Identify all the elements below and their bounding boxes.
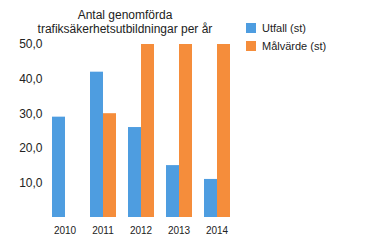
- svg-text:10,0: 10,0: [19, 176, 43, 190]
- svg-text:2012: 2012: [130, 225, 153, 236]
- svg-text:2013: 2013: [168, 225, 191, 236]
- svg-text:30,0: 30,0: [19, 107, 43, 121]
- svg-text:50,0: 50,0: [19, 37, 43, 51]
- html-text:Antal genomförda trafiksäkerhe: Antal genomförda trafiksäkerhetsutbildni…: [37, 8, 213, 36]
- svg-text:40,0: 40,0: [19, 72, 43, 86]
- svg-text:20,0: 20,0: [19, 141, 43, 155]
- svg-text:2011: 2011: [92, 225, 114, 236]
- html-text:Utfall (st): Utfall (st): [262, 22, 306, 34]
- svg-text:2014: 2014: [206, 225, 229, 236]
- html-text:Målvärde (st): Målvärde (st): [262, 40, 327, 52]
- svg-text:2010: 2010: [54, 225, 77, 236]
